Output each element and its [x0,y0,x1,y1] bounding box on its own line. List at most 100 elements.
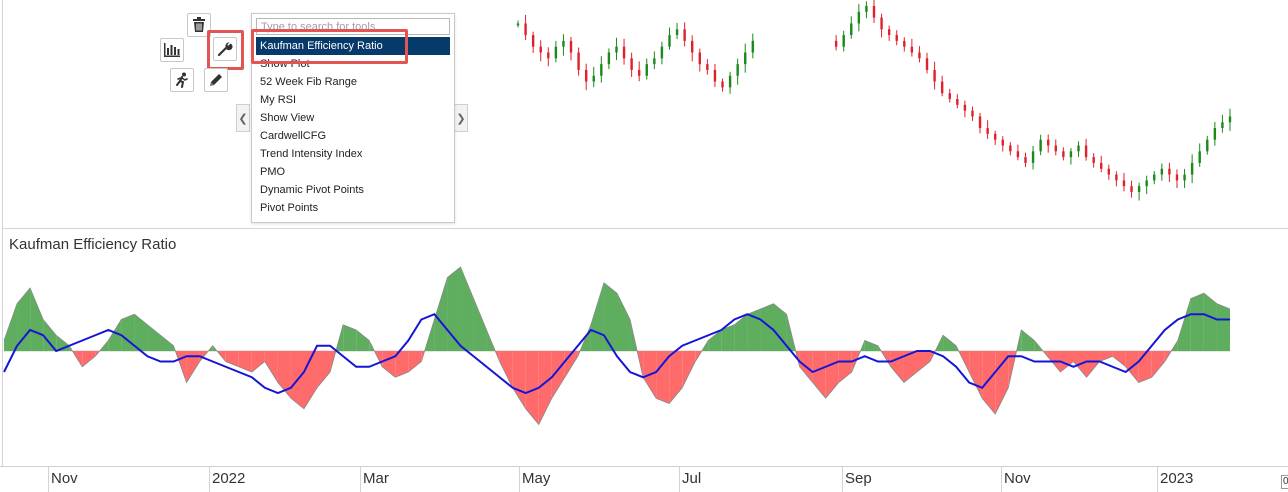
negative-area [551,351,565,399]
candle [706,64,709,70]
positive-area [160,335,174,351]
tool-menu-item[interactable]: Dynamic Pivot Points [260,184,364,196]
x-axis-label: Mar [363,470,389,487]
candle [562,40,565,47]
candle [1221,122,1224,129]
negative-area [916,351,931,372]
tool-menu-item[interactable]: My RSI [260,94,297,106]
candle [569,40,573,53]
x-axis-label: May [522,470,551,487]
negative-area [238,351,252,372]
negative-area [838,351,852,383]
tool-menu-item[interactable]: CardwellCFG [260,130,327,142]
negative-area [538,351,552,425]
candle [1077,145,1080,152]
candle [903,40,906,47]
x-axis-tick [209,466,210,492]
positive-area [447,267,461,351]
candle [910,46,914,53]
candle [1024,157,1027,163]
positive-area [773,303,787,351]
candle [728,75,732,88]
negative-area [186,351,200,383]
candle [721,81,724,88]
positive-area [1190,293,1204,351]
x-axis-tick [1001,466,1002,492]
scroll-left-button[interactable]: ❮ [236,104,250,132]
negative-area [1151,351,1165,378]
tool-menu-item[interactable]: Kaufman Efficiency Ratio [256,37,450,55]
x-axis-label: Sep [845,470,872,487]
candle [842,35,845,47]
candle [940,81,944,94]
running-person-icon [176,72,188,88]
candle [1115,174,1118,181]
negative-area [82,351,96,367]
tool-menu-item[interactable]: Trend Intensity Index [260,148,363,160]
candle [872,6,876,18]
candle [1031,151,1035,163]
negative-area [512,351,526,409]
scroll-right-button[interactable]: ❯ [454,104,468,132]
positive-area [356,330,370,351]
candle [1009,145,1012,152]
candle [1213,128,1217,140]
run-button[interactable] [170,68,194,92]
candle [668,35,671,47]
tool-menu-item[interactable]: Show View [260,112,315,124]
candle [524,23,527,36]
candle [1062,151,1065,158]
negative-area [1060,351,1074,372]
positive-area [943,335,957,351]
negative-area [499,351,513,388]
candle [600,64,603,76]
candle [744,52,747,65]
candle [1122,180,1126,187]
negative-area [1086,351,1100,378]
positive-area [747,309,761,351]
indicators-button[interactable] [160,38,184,62]
candle [554,46,558,59]
pencil-icon [210,74,222,86]
x-axis-tick [679,466,680,492]
chevron-left-icon: ❮ [238,112,248,125]
corner-label[interactable]: 0 [1281,475,1288,489]
tool-menu-item[interactable]: 52 Week Fib Range [260,76,358,88]
candle [577,52,580,70]
negative-area [277,351,291,399]
candle [516,23,520,26]
positive-area [708,330,722,351]
negative-area [890,351,904,383]
candle [1016,151,1020,158]
x-axis-label: Nov [51,470,78,487]
draw-button[interactable] [204,68,228,92]
positive-area [43,319,57,351]
selected-item-highlight [251,29,408,64]
candle [615,46,618,53]
candle [1092,157,1095,163]
positive-area [343,324,357,351]
x-axis-label: 2022 [212,470,246,487]
tool-menu-item[interactable]: Pivot Points [260,202,319,214]
chevron-right-icon: ❯ [456,112,466,125]
candle [1054,145,1057,152]
x-axis-label: 2023 [1160,470,1194,487]
tools-button[interactable] [213,37,237,61]
candle [1047,139,1050,146]
candle [986,128,989,134]
negative-area [1112,351,1126,367]
candle [895,35,898,41]
x-axis-label: Jul [682,470,702,487]
tool-menu-item[interactable]: PMO [260,166,286,178]
positive-area [1203,293,1217,351]
negative-area [656,351,670,404]
candle [963,104,967,111]
candle [675,29,679,36]
delete-button[interactable] [187,13,211,37]
positive-area [590,282,604,351]
panel-divider[interactable] [3,228,1288,229]
negative-area [969,351,983,399]
negative-area [317,351,331,388]
